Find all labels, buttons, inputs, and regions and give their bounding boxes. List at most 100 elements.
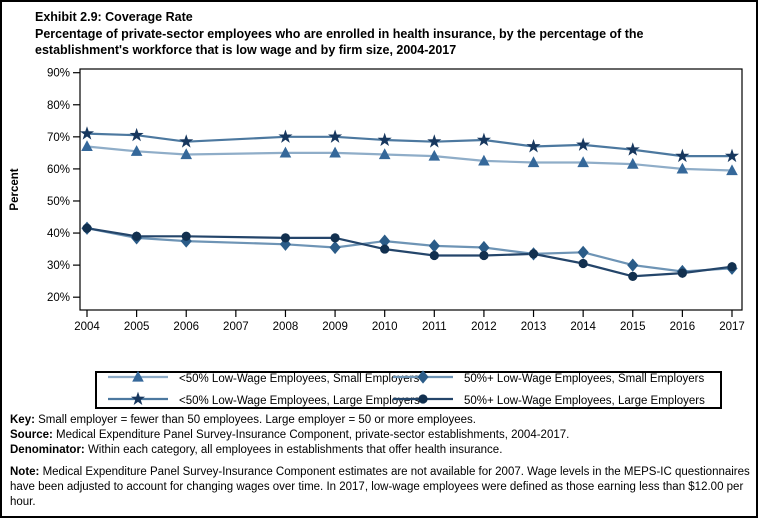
x-axis-tick-label: 2004 xyxy=(74,321,100,333)
triangle-marker xyxy=(329,146,341,158)
diamond-marker xyxy=(627,258,639,272)
denominator-text: Within each category, all employees in e… xyxy=(84,444,503,456)
chart-legend: <50% Low-Wage Employees, Small Employers… xyxy=(95,369,722,412)
x-axis-tick-label: 2012 xyxy=(471,321,497,333)
star-marker xyxy=(278,129,293,143)
source-note: Source: Medical Expenditure Panel Survey… xyxy=(10,428,752,443)
x-axis-tick-label: 2017 xyxy=(719,321,745,333)
triangle-series-swatch-icon xyxy=(107,369,169,390)
plot-frame xyxy=(79,68,743,311)
x-axis-tick-label: 2010 xyxy=(372,321,398,333)
legend-label: <50% Low-Wage Employees, Small Employers xyxy=(179,373,420,385)
series-markers-0 xyxy=(81,140,738,176)
circle-marker xyxy=(132,231,142,241)
chart-subtitle: Percentage of private-sector employees w… xyxy=(35,26,644,58)
circle-marker xyxy=(380,244,390,254)
source-text: Medical Expenditure Panel Survey-Insuran… xyxy=(52,429,570,441)
y-axis-tick-label: 40% xyxy=(47,228,70,240)
x-axis-tick-label: 2009 xyxy=(322,321,348,333)
star-marker xyxy=(377,132,392,147)
circle-marker xyxy=(82,223,92,233)
y-axis-tick-label: 90% xyxy=(47,68,70,80)
circle-marker xyxy=(280,233,291,243)
series-markers-3 xyxy=(82,223,737,281)
star-marker xyxy=(179,134,194,148)
note-label: Note: xyxy=(10,466,40,478)
circle-marker xyxy=(677,268,687,278)
star-series-swatch-icon xyxy=(107,391,169,412)
denominator-label: Denominator: xyxy=(10,444,85,456)
y-axis-tick-label: 60% xyxy=(47,164,70,176)
x-axis-tick-label: 2006 xyxy=(173,321,199,333)
triangle-marker xyxy=(527,156,540,168)
key-text: Small employer = fewer than 50 employees… xyxy=(34,414,476,426)
y-axis-tick-label: 20% xyxy=(47,292,70,304)
denominator-note: Denominator: Within each category, all e… xyxy=(10,443,752,458)
star-marker xyxy=(724,148,740,163)
circle-series-swatch-icon xyxy=(392,391,454,412)
star-marker xyxy=(576,137,591,151)
key-note: Key: Small employer = fewer than 50 empl… xyxy=(10,413,752,428)
legend-item-large-under50: <50% Low-Wage Employees, Large Employers xyxy=(107,391,420,412)
series-markers-2 xyxy=(81,221,738,279)
diamond-marker xyxy=(279,237,292,251)
star-marker xyxy=(625,142,640,156)
source-label: Source: xyxy=(10,429,53,441)
x-axis: 2004 2005 2006 2007 2008 2009 2010 2011 2012 2013… xyxy=(74,310,745,333)
legend-label: <50% Low-Wage Employees, Large Employers xyxy=(179,395,420,407)
star-marker xyxy=(476,132,491,147)
circle-marker xyxy=(429,250,439,261)
exhibit-title: Exhibit 2.9: Coverage Rate xyxy=(35,10,193,24)
x-axis-tick-label: 2016 xyxy=(670,321,696,333)
diamond-marker xyxy=(478,240,490,255)
star-marker xyxy=(328,129,343,143)
triangle-marker xyxy=(180,148,193,160)
x-axis-tick-label: 2011 xyxy=(422,321,447,333)
legend-item-small-over50: 50%+ Low-Wage Employees, Small Employers xyxy=(392,369,720,390)
triangle-marker xyxy=(478,154,490,166)
diamond-marker xyxy=(379,234,391,248)
footnotes: Key: Small employer = fewer than 50 empl… xyxy=(10,413,752,510)
note-note: Note: Medical Expenditure Panel Survey-I… xyxy=(10,465,752,510)
triangle-marker xyxy=(626,157,639,169)
triangle-marker xyxy=(577,156,589,168)
diamond-series-swatch-icon xyxy=(392,369,454,390)
circle-marker xyxy=(578,258,588,269)
y-axis-tick-label: 30% xyxy=(47,260,70,272)
triangle-marker xyxy=(378,148,391,160)
triangle-marker xyxy=(130,145,143,156)
triangle-marker xyxy=(81,140,93,152)
legend-item-large-over50: 50%+ Low-Wage Employees, Large Employers xyxy=(392,391,720,412)
diamond-marker xyxy=(329,240,341,255)
x-axis-tick-label: 2008 xyxy=(273,321,299,333)
x-axis-tick-label: 2007 xyxy=(223,321,249,333)
circle-marker xyxy=(528,249,539,259)
triangle-marker xyxy=(279,146,292,158)
title-block: Exhibit 2.9: Coverage Rate Percentage of… xyxy=(35,9,735,59)
x-axis-tick-label: 2015 xyxy=(620,321,646,333)
y-axis-title: Percent xyxy=(9,168,21,210)
circle-marker xyxy=(479,250,489,261)
legend-label: 50%+ Low-Wage Employees, Large Employers xyxy=(464,395,705,407)
star-marker xyxy=(675,148,690,163)
star-marker xyxy=(79,126,95,140)
x-axis-tick-label: 2013 xyxy=(521,321,547,333)
legend-label: 50%+ Low-Wage Employees, Small Employers xyxy=(464,373,705,385)
triangle-marker xyxy=(726,164,738,176)
x-axis-tick-label: 2014 xyxy=(570,321,596,333)
star-marker xyxy=(129,127,144,142)
y-axis-tick-label: 80% xyxy=(47,100,70,112)
star-marker xyxy=(526,139,541,153)
triangle-marker xyxy=(428,149,441,161)
y-axis-tick-label: 70% xyxy=(47,132,70,144)
circle-marker xyxy=(181,231,191,241)
x-axis-tick-label: 2005 xyxy=(124,321,150,333)
y-axis: 90% 80% 70% 60% 50% 40% 30% 20% xyxy=(47,68,80,304)
y-axis-tick-label: 50% xyxy=(47,196,70,208)
triangle-marker xyxy=(676,162,689,174)
circle-marker xyxy=(727,262,737,272)
diamond-marker xyxy=(577,245,589,259)
star-marker xyxy=(427,134,442,148)
circle-marker xyxy=(628,271,638,281)
